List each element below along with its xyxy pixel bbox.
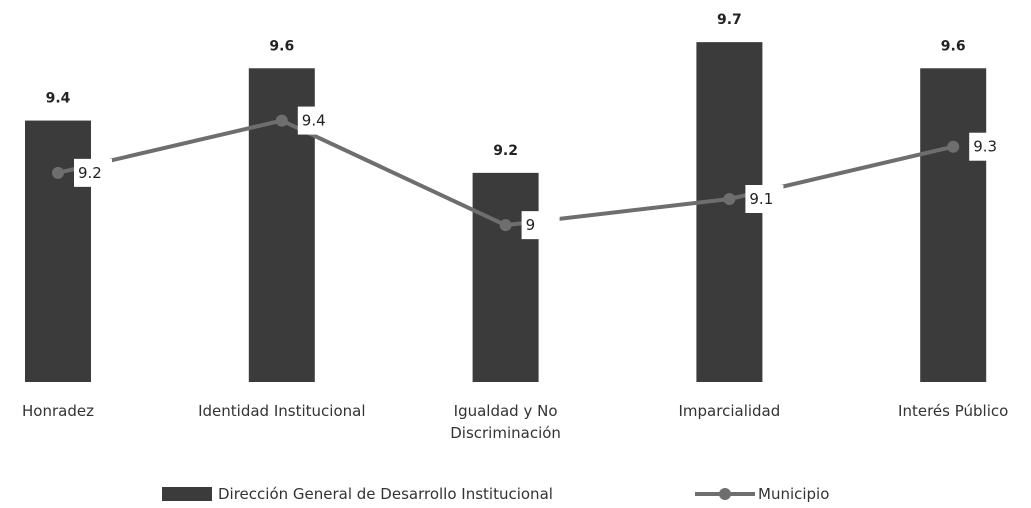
bar [472, 172, 539, 382]
legend-label: Municipio [758, 485, 829, 503]
x-tick-label: Identidad Institucional [198, 402, 366, 420]
x-tick-label: Honradez [22, 402, 94, 420]
line-label-box [521, 211, 560, 240]
line-marker [723, 193, 736, 205]
line-label-box [969, 132, 1008, 161]
bar-value-label: 9.4 [46, 91, 71, 107]
line-value-label: 9 [526, 216, 536, 234]
line-label-box [297, 106, 336, 135]
line-marker [499, 219, 512, 232]
line-value-label: 9.2 [78, 164, 102, 182]
legend-swatch [162, 487, 212, 501]
line-label-box [74, 158, 112, 187]
x-tick-label: Igualdad y No Discriminación [450, 402, 561, 442]
x-tick-label: Interés Público [898, 402, 1009, 420]
bar-value-label: 9.6 [269, 38, 294, 54]
bar-value-label: 9.6 [941, 38, 966, 54]
bar-value-label: 9.2 [493, 143, 518, 159]
line-value-label: 9.3 [973, 138, 997, 156]
x-tick-label: Imparcialidad [678, 402, 781, 420]
bar-value-label: 9.7 [717, 12, 742, 28]
line-marker [947, 140, 960, 153]
line-value-label: 9.1 [749, 190, 773, 208]
line-marker [52, 166, 64, 179]
line-marker [275, 114, 288, 127]
line-value-label: 9.4 [302, 112, 326, 130]
line-label-box [745, 185, 784, 213]
legend-label: Dirección General de Desarrollo Instituc… [218, 485, 553, 503]
legend: Dirección General de Desarrollo Instituc… [162, 485, 829, 503]
legend-swatch [719, 488, 731, 500]
bar [920, 68, 987, 383]
